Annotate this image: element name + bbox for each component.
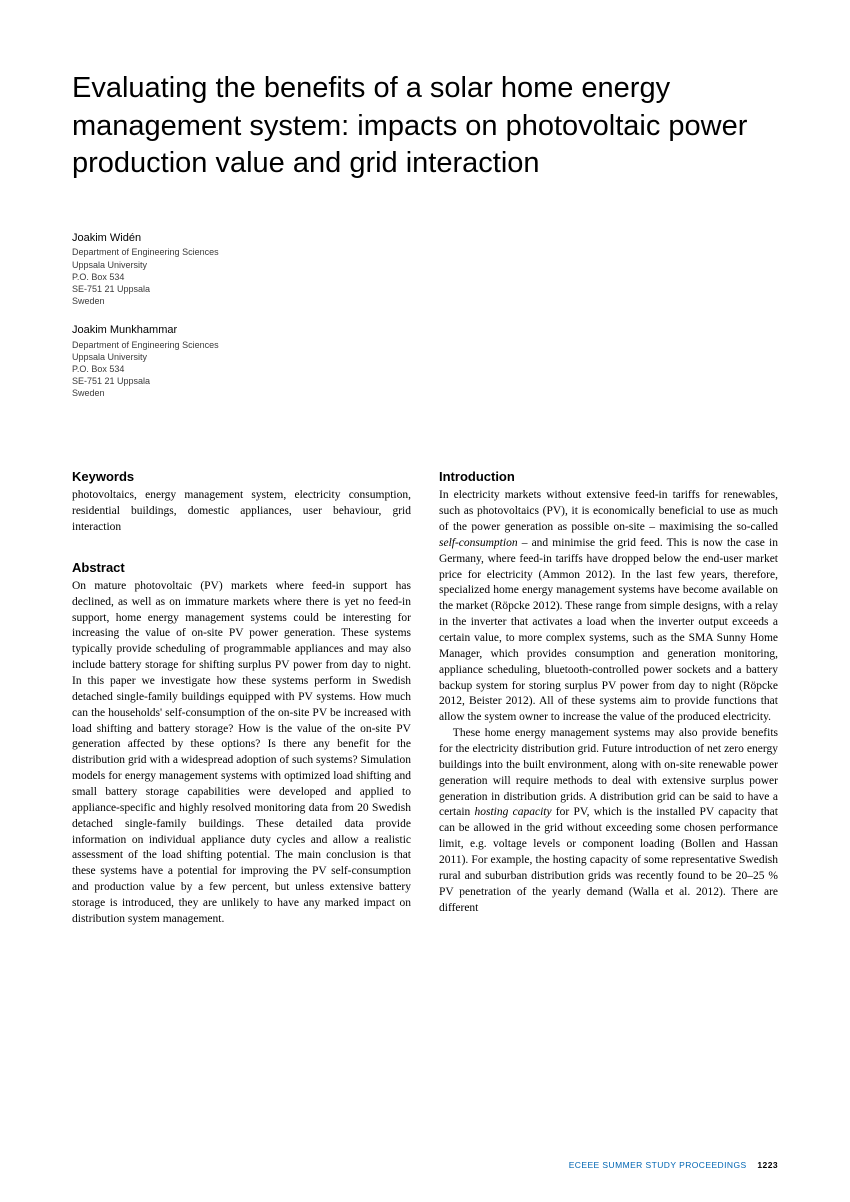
intro-p1-span-a: In electricity markets without extensive… [439,489,778,533]
two-column-body: Keywords photovoltaics, energy managemen… [72,469,778,927]
introduction-p2: These home energy management systems may… [439,726,778,916]
author-name: Joakim Munkhammar [72,323,778,338]
introduction-p1: In electricity markets without extensive… [439,488,778,726]
paper-title: Evaluating the benefits of a solar home … [72,70,778,183]
intro-p2-span-b: for PV, which is the installed PV capaci… [439,806,778,913]
author-affiliation-line: Department of Engineering Sciences [72,339,778,351]
keywords-heading: Keywords [72,469,411,484]
author-affiliation-line: Sweden [72,387,778,399]
left-column: Keywords photovoltaics, energy managemen… [72,469,411,927]
author-name: Joakim Widén [72,231,778,246]
intro-p1-span-b: – and minimise the grid feed. This is no… [439,537,778,723]
author-2: Joakim Munkhammar Department of Engineer… [72,323,778,399]
footer-page-number: 1223 [757,1160,778,1170]
author-affiliation-line: SE-751 21 Uppsala [72,375,778,387]
intro-p1-em: self-consumption [439,537,518,549]
page-footer: ECEEE SUMMER STUDY PROCEEDINGS 1223 [569,1160,778,1170]
author-affiliation-line: Sweden [72,295,778,307]
author-affiliation-line: Uppsala University [72,351,778,363]
author-1: Joakim Widén Department of Engineering S… [72,231,778,307]
introduction-heading: Introduction [439,469,778,484]
abstract-text: On mature photovoltaic (PV) markets wher… [72,579,411,928]
right-column: Introduction In electricity markets with… [439,469,778,927]
author-affiliation-line: SE-751 21 Uppsala [72,283,778,295]
intro-p2-em: hosting capacity [475,806,552,818]
intro-p2-span-a: These home energy management systems may… [439,727,778,818]
author-affiliation-line: Department of Engineering Sciences [72,246,778,258]
authors-block: Joakim Widén Department of Engineering S… [72,231,778,399]
keywords-text: photovoltaics, energy management system,… [72,488,411,536]
author-affiliation-line: P.O. Box 534 [72,363,778,375]
abstract-heading: Abstract [72,560,411,575]
author-affiliation-line: Uppsala University [72,259,778,271]
footer-proceedings-label: ECEEE SUMMER STUDY PROCEEDINGS [569,1160,747,1170]
author-affiliation-line: P.O. Box 534 [72,271,778,283]
